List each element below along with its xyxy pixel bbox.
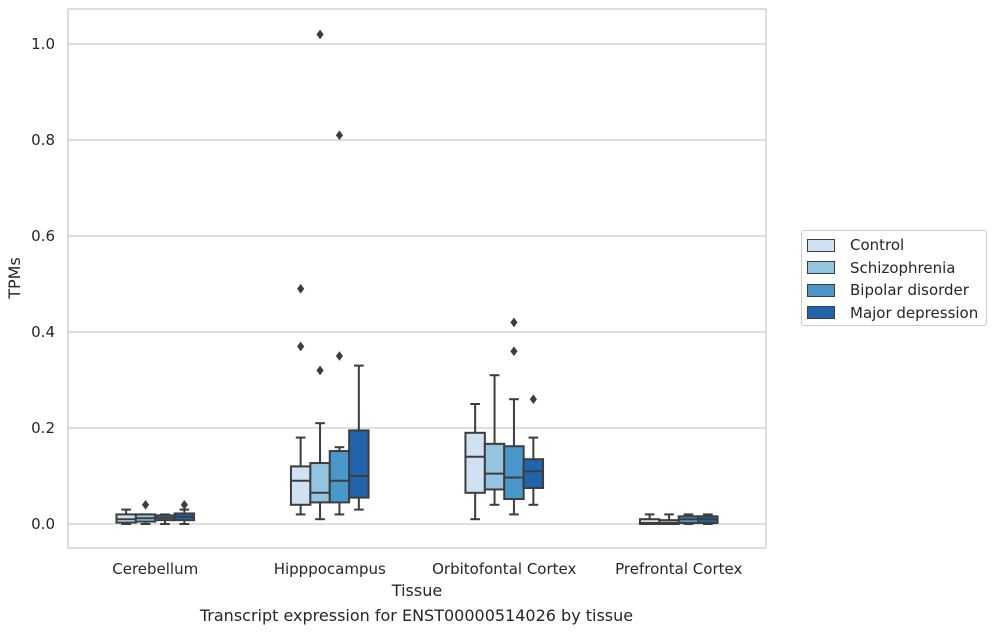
box-schizophrenia <box>483 374 506 506</box>
box-schizophrenia <box>134 500 157 525</box>
box-rect <box>309 462 331 504</box>
box-major-depression <box>173 500 196 525</box>
outlier-point <box>510 317 518 328</box>
box-layer <box>115 29 719 526</box>
box-control <box>638 513 661 526</box>
box-schizophrenia <box>658 513 680 525</box>
plot-frame <box>67 8 767 549</box>
outlier-point <box>510 346 518 356</box>
y-tick-label: 0.0 <box>31 515 55 533</box>
outlier-point <box>529 394 537 404</box>
box-rect <box>289 465 312 506</box>
x-tick-labels: Cerebellum Hipppocampus Orbitofontal Corte… <box>112 560 742 578</box>
y-tick-label: 0.4 <box>31 323 55 341</box>
box-bipolar-disorder <box>154 513 176 525</box>
legend-label: Control <box>850 236 905 255</box>
y-axis-label: TPMs <box>5 257 24 300</box>
box-control <box>115 508 137 525</box>
legend-swatch-control <box>807 238 835 252</box>
outlier-point <box>180 500 188 510</box>
box-major-depression <box>697 513 719 525</box>
y-tick-label: 0.2 <box>31 419 55 437</box>
legend-item-schizophrenia: Schizophrenia <box>807 257 986 280</box>
legend-label: Bipolar disorder <box>850 281 969 300</box>
box-rect <box>464 431 486 494</box>
legend-item-control: Control <box>807 234 986 257</box>
box-bipolar-disorder <box>328 130 351 516</box>
legend: Control Schizophrenia Bipolar disorder M… <box>801 230 987 326</box>
x-axis-label: Tissue <box>391 581 442 600</box>
box-schizophrenia <box>309 29 331 521</box>
box-bipolar-disorder <box>677 513 700 525</box>
box-major-depression <box>522 394 545 506</box>
y-tick-label: 0.6 <box>31 227 55 245</box>
y-tick-label: 1.0 <box>31 35 55 53</box>
x-tick-label: Prefrontal Cortex <box>615 560 742 578</box>
box-rect <box>503 445 525 501</box>
legend-label: Major depression <box>850 303 979 322</box>
outlier-point <box>335 351 344 361</box>
outlier-point <box>316 29 324 40</box>
legend-label: Schizophrenia <box>850 258 956 277</box>
legend-swatch-major-depression <box>807 306 835 320</box>
outlier-point <box>297 284 305 294</box>
legend-item-bipolar-disorder: Bipolar disorder <box>807 279 986 302</box>
outlier-point <box>297 341 305 352</box>
legend-item-major-depression: Major depression <box>807 302 986 325</box>
outlier-point <box>316 365 324 376</box>
box-control <box>464 403 486 521</box>
grid-layer <box>68 43 766 525</box>
chart-caption: Transcript expression for ENST0000051402… <box>199 606 634 625</box>
outlier-point <box>335 130 344 140</box>
box-rect <box>348 429 370 499</box>
box-bipolar-disorder <box>503 317 525 516</box>
box-major-depression <box>348 364 370 511</box>
x-tick-label: Hipppocampus <box>274 560 386 578</box>
outlier-point <box>141 500 150 510</box>
box-control <box>289 284 312 516</box>
box-rect <box>328 450 351 504</box>
box-rect <box>522 458 545 490</box>
y-tick-labels: 0.0 0.2 0.4 0.6 0.8 1.0 <box>31 35 55 533</box>
box-rect <box>483 442 506 491</box>
legend-swatch-schizophrenia <box>807 261 835 275</box>
x-tick-label: Orbitofontal Cortex <box>432 560 576 578</box>
legend-swatch-bipolar-disorder <box>807 283 835 297</box>
y-tick-label: 0.8 <box>31 131 55 149</box>
x-tick-label: Cerebellum <box>112 560 198 578</box>
